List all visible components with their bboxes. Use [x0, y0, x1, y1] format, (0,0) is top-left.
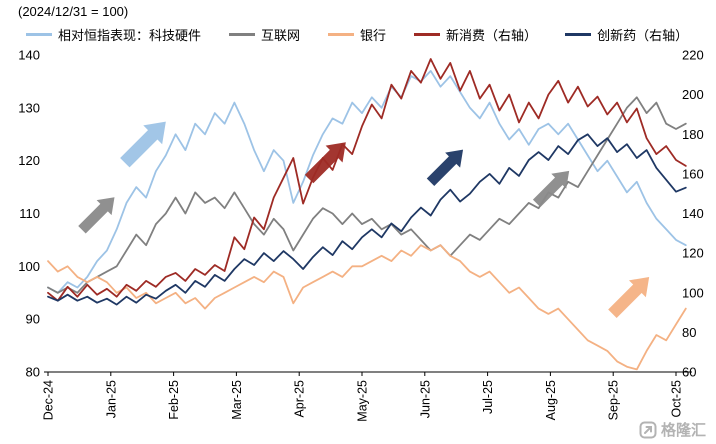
x-axis-label: Jul-25	[481, 380, 495, 414]
left-axis-label: 100	[18, 259, 40, 274]
right-axis-label: 100	[682, 285, 704, 300]
x-axis-label: May-25	[356, 380, 370, 422]
chart-title: (2024/12/31 = 100)	[18, 4, 129, 19]
series-line-tech-hardware	[47, 70, 687, 294]
legend: 相对恒指表现：科技硬件 互联网 银行 新消费（右轴） 创新药（右轴）	[26, 25, 712, 44]
series-line-new-consumption	[47, 58, 687, 302]
left-axis-label: 130	[18, 100, 40, 115]
legend-item-new-consumption: 新消费（右轴）	[414, 25, 537, 44]
x-axis-label: Jan-25	[104, 380, 118, 418]
legend-item-innovative-pharma: 创新药（右轴）	[565, 25, 688, 44]
series-line-banks	[47, 244, 687, 371]
legend-swatch-new-consumption	[414, 33, 441, 36]
right-axis-label: 120	[682, 246, 704, 261]
left-axis-label: 80	[26, 365, 40, 380]
trend-arrow-internet-late	[532, 170, 570, 208]
series-line-innovative-pharma	[47, 133, 687, 306]
right-axis-label: 140	[682, 206, 704, 221]
watermark-text: 格隆汇	[660, 422, 706, 439]
gelonghui-logo-icon	[639, 421, 657, 438]
x-axis-label: Oct-25	[670, 380, 684, 418]
x-axis-label: Sep-25	[607, 380, 621, 420]
x-axis-label: Dec-24	[42, 380, 56, 420]
legend-swatch-internet	[229, 33, 256, 36]
trend-arrow-innovative-pharma	[426, 149, 464, 186]
legend-label: 创新药（右轴）	[597, 28, 689, 43]
right-axis-label: 220	[682, 48, 704, 63]
legend-swatch-innovative-pharma	[565, 33, 592, 36]
left-axis-label: 110	[19, 206, 40, 221]
right-axis-label: 60	[682, 365, 696, 380]
legend-label: 相对恒指表现：科技硬件	[58, 28, 202, 43]
right-axis-label: 200	[682, 87, 704, 102]
legend-label: 新消费（右轴）	[446, 28, 538, 43]
series-line-internet	[47, 96, 687, 294]
x-axis-label: Mar-25	[230, 380, 244, 420]
legend-item-tech-hardware: 相对恒指表现：科技硬件	[26, 25, 201, 44]
legend-item-internet: 互联网	[229, 25, 300, 44]
left-axis-label: 140	[18, 48, 40, 63]
trend-arrow-banks	[608, 277, 650, 319]
trend-arrow-tech-hardware	[120, 121, 166, 168]
trend-arrow-new-consumption	[304, 142, 346, 184]
trend-arrow-internet-early	[78, 197, 115, 234]
watermark: 格隆汇	[639, 419, 706, 440]
legend-label: 互联网	[261, 28, 301, 43]
legend-swatch-tech-hardware	[26, 33, 52, 36]
right-axis-label: 80	[682, 325, 696, 340]
x-axis-label: Jun-25	[418, 380, 432, 418]
x-axis-label: Feb-25	[167, 380, 181, 420]
right-axis-label: 180	[682, 127, 704, 142]
right-axis-label: 160	[682, 166, 704, 181]
left-axis-label: 120	[18, 153, 40, 168]
x-axis-label: Apr-25	[293, 380, 307, 418]
legend-swatch-banks	[328, 33, 355, 36]
legend-item-banks: 银行	[328, 25, 386, 44]
legend-label: 银行	[360, 28, 387, 43]
left-axis-label: 90	[26, 312, 40, 327]
x-axis-label: Aug-25	[544, 380, 558, 420]
